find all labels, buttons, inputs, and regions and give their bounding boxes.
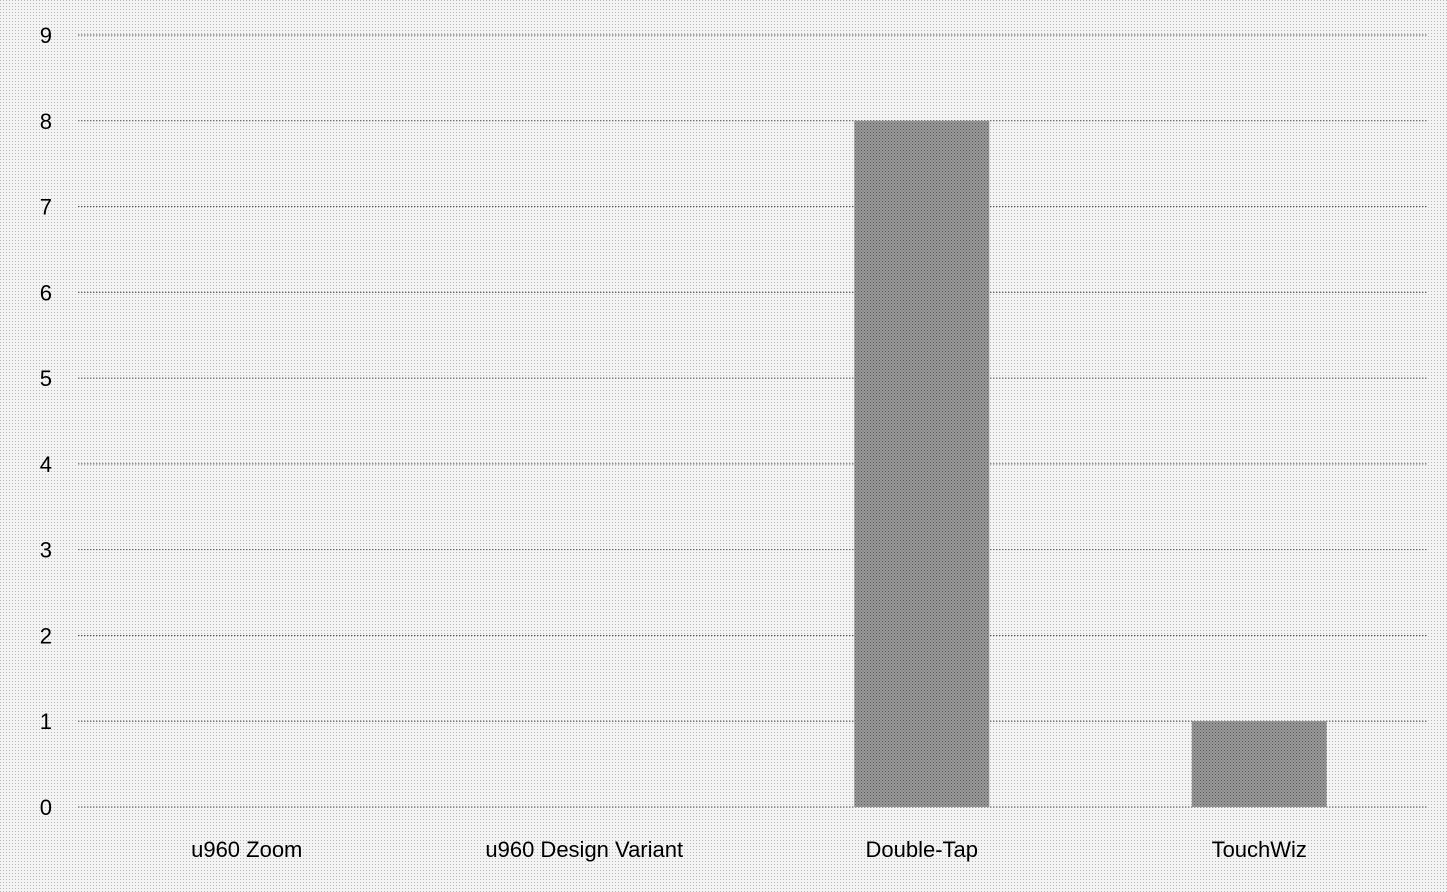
x-category-label: u960 Zoom xyxy=(191,837,302,862)
y-tick-label: 7 xyxy=(40,195,52,220)
y-tick-label: 5 xyxy=(40,366,52,391)
y-tick-label: 9 xyxy=(40,23,52,48)
x-axis-category-labels: u960 Zoom u960 Design Variant Double-Tap To… xyxy=(191,837,1307,862)
gridlines xyxy=(78,34,1428,808)
x-category-label: Double-Tap xyxy=(865,837,978,862)
x-category-label: TouchWiz xyxy=(1212,837,1307,862)
x-category-label: u960 Design Variant xyxy=(485,837,683,862)
y-tick-label: 3 xyxy=(40,538,52,563)
y-tick-label: 6 xyxy=(40,280,52,305)
y-tick-label: 4 xyxy=(40,452,52,477)
y-tick-label: 8 xyxy=(40,109,52,134)
y-tick-label: 2 xyxy=(40,623,52,648)
y-axis-tick-labels: 0 1 2 3 4 5 6 7 8 9 xyxy=(40,23,52,820)
bar-2 xyxy=(854,120,990,808)
bar-3 xyxy=(1191,721,1327,807)
y-tick-label: 1 xyxy=(40,709,52,734)
y-tick-label: 0 xyxy=(40,795,52,820)
bars xyxy=(854,120,1327,808)
